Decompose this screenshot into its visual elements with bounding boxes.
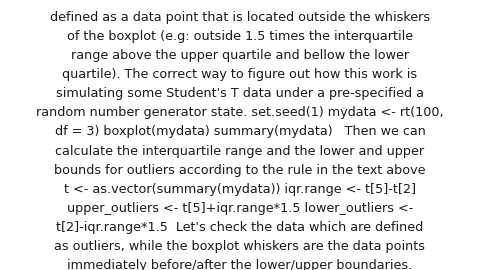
Text: range above the upper quartile and bellow the lower: range above the upper quartile and bello… (71, 49, 409, 62)
Text: simulating some Student's T data under a pre-specified a: simulating some Student's T data under a… (56, 87, 424, 100)
Text: t <- as.vector(summary(mydata)) iqr.range <- t[5]-t[2]: t <- as.vector(summary(mydata)) iqr.rang… (64, 183, 416, 196)
Text: df = 3) boxplot(mydata) summary(mydata)   Then we can: df = 3) boxplot(mydata) summary(mydata) … (55, 126, 425, 139)
Text: t[2]-iqr.range*1.5  Let's check the data which are defined: t[2]-iqr.range*1.5 Let's check the data … (56, 221, 424, 234)
Text: random number generator state. set.seed(1) mydata <- rt(100,: random number generator state. set.seed(… (36, 106, 444, 119)
Text: quartile). The correct way to figure out how this work is: quartile). The correct way to figure out… (62, 68, 418, 81)
Text: immediately before/after the lower/upper boundaries.: immediately before/after the lower/upper… (67, 259, 413, 270)
Text: calculate the interquartile range and the lower and upper: calculate the interquartile range and th… (55, 144, 425, 158)
Text: upper_outliers <- t[5]+iqr.range*1.5 lower_outliers <-: upper_outliers <- t[5]+iqr.range*1.5 low… (67, 202, 413, 215)
Text: bounds for outliers according to the rule in the text above: bounds for outliers according to the rul… (54, 164, 426, 177)
Text: of the boxplot (e.g: outside 1.5 times the interquartile: of the boxplot (e.g: outside 1.5 times t… (67, 30, 413, 43)
Text: as outliers, while the boxplot whiskers are the data points: as outliers, while the boxplot whiskers … (55, 240, 425, 253)
Text: defined as a data point that is located outside the whiskers: defined as a data point that is located … (50, 11, 430, 24)
